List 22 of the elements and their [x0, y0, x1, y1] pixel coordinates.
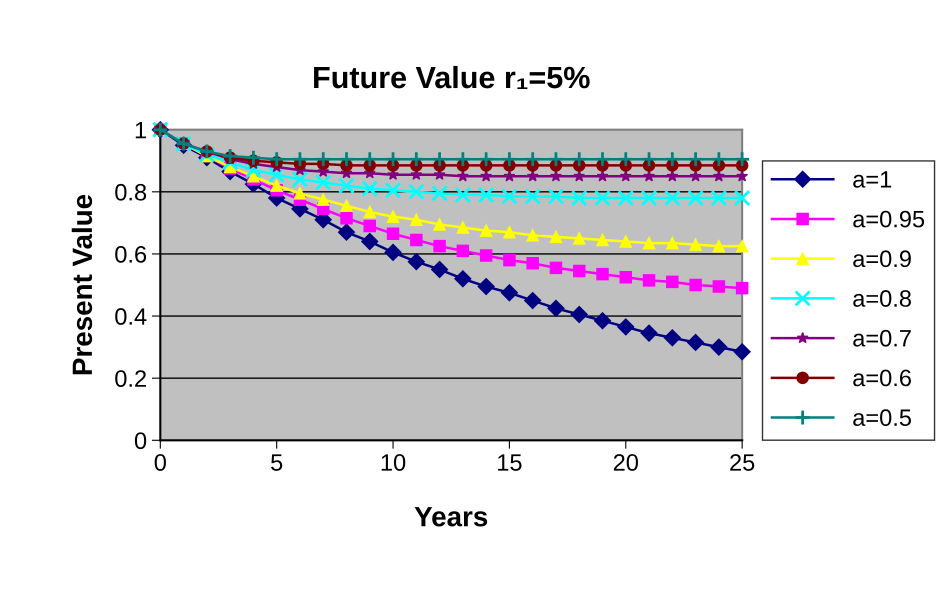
legend-label: a=1	[853, 171, 892, 188]
chart-title: Future Value r₁=5%	[314, 66, 590, 89]
legend-label: a=0.9	[853, 250, 911, 268]
y-tick-label: 0.2	[115, 370, 146, 387]
x-tick-label: 25	[730, 454, 754, 471]
x-axis-title: Years	[414, 507, 488, 526]
y-tick-label: 0	[134, 432, 146, 450]
legend-label: a=0.5	[853, 409, 911, 426]
x-tick-label: 10	[382, 454, 406, 471]
legend-label: a=0.8	[853, 290, 911, 307]
y-tick-label: 0.6	[115, 246, 146, 263]
y-tick-label: 1	[136, 122, 146, 138]
y-tick-label: 0.4	[115, 308, 146, 325]
x-tick-label: 0	[154, 454, 166, 471]
legend-label: a=0.7	[853, 330, 911, 347]
x-tick-label: 20	[614, 454, 638, 471]
legend-label: a=0.95	[853, 210, 924, 228]
x-tick-label: 5	[271, 454, 282, 471]
x-tick-label: 15	[498, 454, 522, 471]
y-axis-title: Present Value	[72, 194, 92, 374]
legend-label: a=0.6	[853, 370, 911, 386]
y-tick-label: 0.8	[115, 184, 146, 201]
